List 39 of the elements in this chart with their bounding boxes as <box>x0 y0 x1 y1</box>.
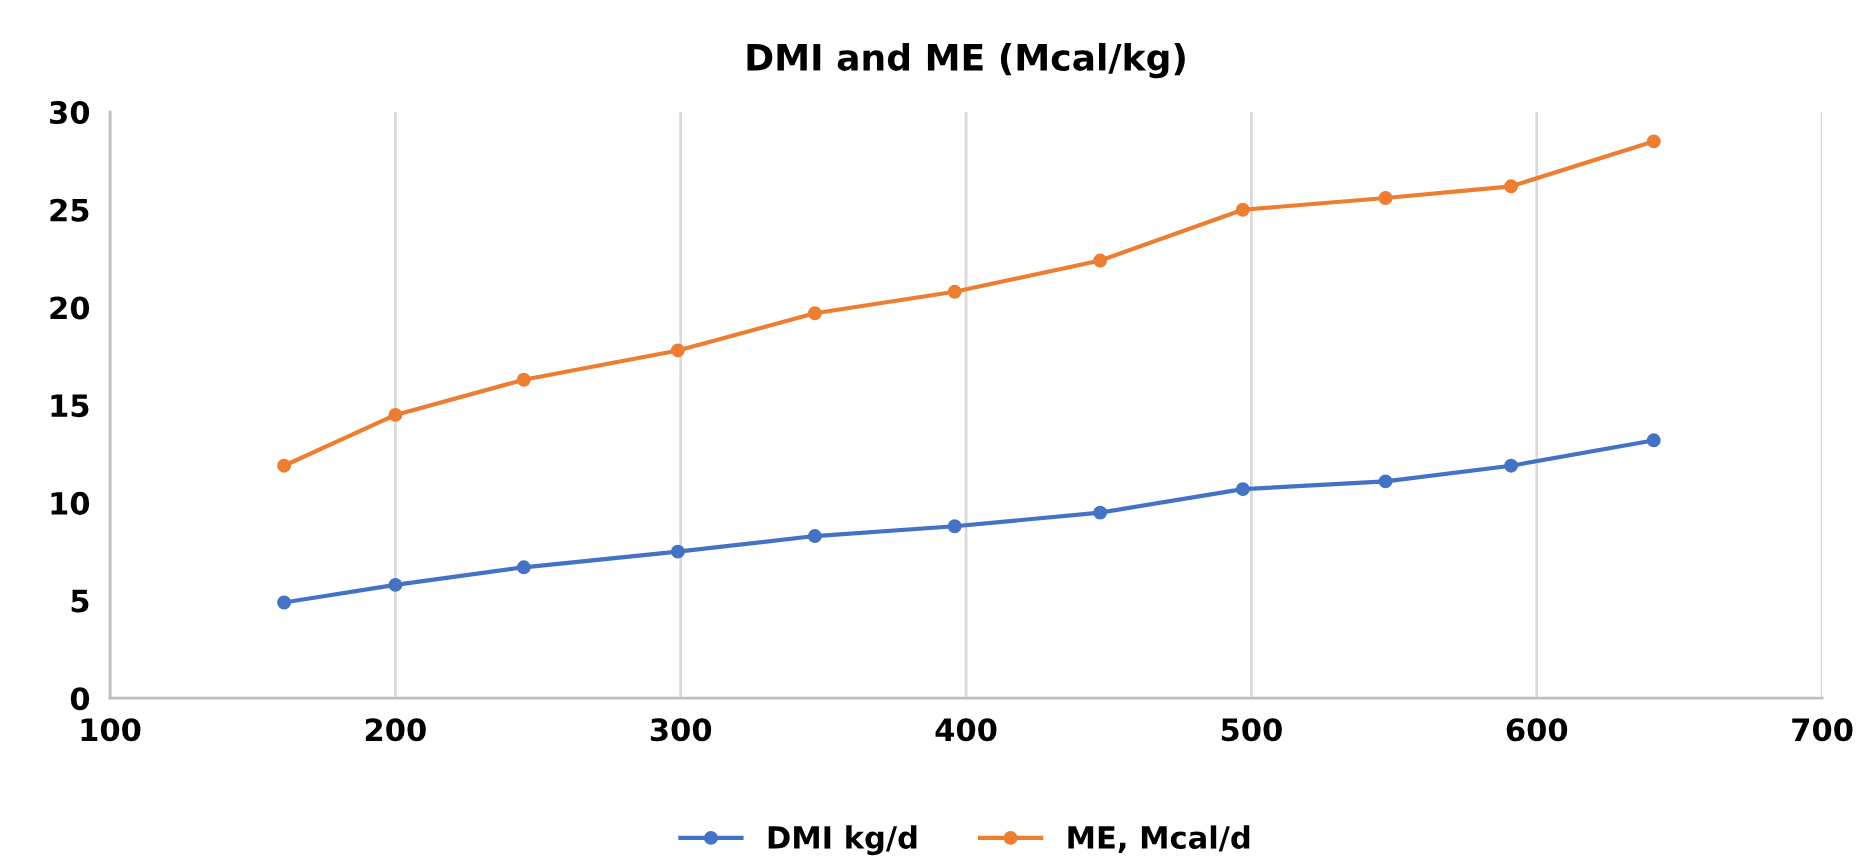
y-tick-label: 25 <box>50 198 89 222</box>
x-tick-label: 600 <box>1506 718 1568 742</box>
y-tick-label: 20 <box>50 296 90 320</box>
y-tick-label: 0 <box>70 687 90 711</box>
point <box>670 343 685 358</box>
y-tick-label: 30 <box>50 100 90 125</box>
legend-label: DMI kg/d <box>768 825 917 856</box>
point <box>1093 253 1108 268</box>
x-tick-label: 400 <box>935 718 997 742</box>
point <box>277 458 292 473</box>
point <box>1504 179 1519 194</box>
point <box>1235 482 1250 497</box>
point <box>388 577 403 592</box>
point <box>1378 474 1393 489</box>
x-tick-label: 700 <box>1792 718 1853 742</box>
point <box>1093 505 1108 520</box>
point <box>807 529 822 543</box>
x-tick-label: 300 <box>650 718 712 742</box>
point <box>1235 202 1250 217</box>
point <box>1378 191 1393 205</box>
point <box>670 544 685 559</box>
point <box>388 407 403 422</box>
x-tick-label: 100 <box>81 718 141 742</box>
chart-title: DMI and ME (Mcal/kg) <box>747 42 1185 79</box>
y-tick-label: 5 <box>71 589 89 613</box>
point <box>947 519 962 534</box>
point <box>516 560 531 575</box>
legend-label: ME, Mcal/d <box>1068 825 1250 853</box>
y-tick-label: 10 <box>51 491 90 515</box>
point <box>1646 134 1661 149</box>
point <box>1504 458 1519 473</box>
x-tick-label: 500 <box>1221 718 1282 742</box>
point <box>947 284 962 299</box>
point <box>277 595 292 610</box>
x-tick-label: 200 <box>365 718 426 742</box>
y-tick-label: 15 <box>51 394 89 418</box>
point <box>1646 433 1661 448</box>
point <box>516 372 531 387</box>
point <box>807 306 822 321</box>
